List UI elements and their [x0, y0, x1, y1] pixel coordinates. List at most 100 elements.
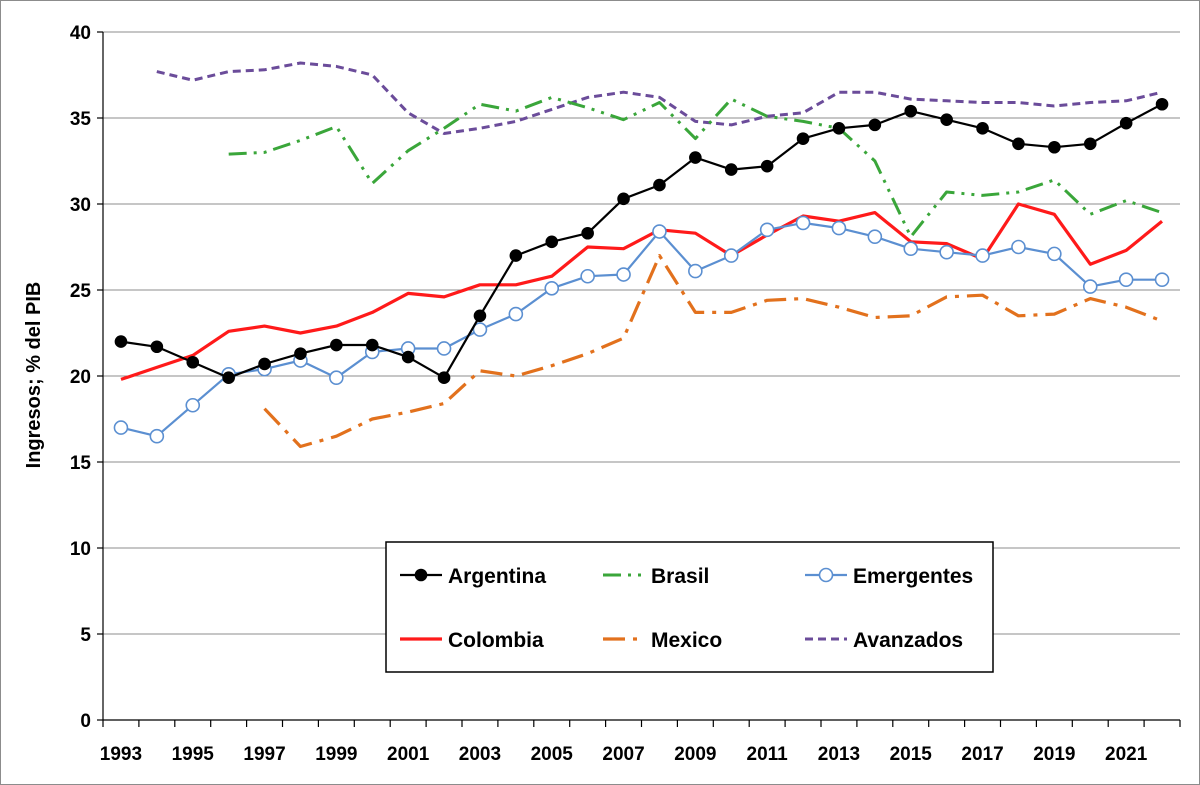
series-brasil [228, 95, 1163, 239]
data-point-emergentes [975, 248, 990, 263]
y-tick-label: 0 [80, 711, 91, 732]
series-mexico [263, 254, 1163, 449]
legend-label-avanzados: Avanzados [853, 629, 963, 652]
data-point-emergentes [688, 263, 703, 279]
data-point-emergentes [329, 370, 344, 386]
data-point-emergentes [1118, 272, 1134, 287]
y-tick-labels: 0 5 10 15 20 25 30 35 40 [70, 23, 92, 732]
legend-label-brasil: Brasil [651, 565, 709, 588]
data-point-argentina [796, 132, 810, 145]
data-point-emergentes [544, 280, 560, 296]
x-tick-label: 2015 [890, 744, 933, 765]
data-point-emergentes [1047, 246, 1062, 262]
data-point-argentina [1083, 137, 1097, 151]
data-point-argentina [724, 163, 738, 176]
legend-item-mexico: Mexico [603, 629, 722, 652]
data-point-argentina [150, 340, 164, 354]
x-tick-labels: 1993 1995 1997 1999 2001 2003 2005 2007 2009 2011… [100, 744, 1148, 765]
data-point-argentina [1155, 97, 1169, 111]
legend-item-emergentes: Emergentes [805, 565, 973, 588]
data-point-argentina [437, 371, 451, 385]
data-point-argentina [509, 249, 523, 262]
data-point-argentina [581, 226, 594, 240]
series-argentina [114, 97, 1169, 385]
data-point-argentina [904, 104, 918, 118]
x-tick-label: 2001 [387, 744, 430, 765]
x-tick-label: 2021 [1105, 744, 1148, 765]
x-tick-label: 2011 [747, 744, 789, 765]
data-point-emergentes [1154, 272, 1170, 287]
data-point-argentina [114, 335, 128, 348]
data-point-argentina [832, 122, 846, 135]
x-tick-label: 2007 [602, 744, 644, 765]
legend-box [385, 541, 994, 673]
y-axis-title: Ingresos; % del PIB [23, 282, 45, 469]
legend-label-colombia: Colombia [448, 629, 544, 652]
data-point-emergentes [867, 229, 883, 244]
data-point-argentina [940, 113, 953, 127]
data-point-argentina [653, 178, 666, 192]
legend-marker-emergentes [818, 567, 834, 583]
legend-item-brasil: Brasil [603, 565, 709, 588]
x-tick-label: 2017 [961, 744, 1003, 765]
series-line-avanzados [156, 61, 1163, 135]
y-tick-label: 35 [70, 109, 92, 130]
data-point-argentina [1048, 140, 1061, 154]
y-tick-label: 15 [70, 453, 92, 474]
x-tick-label: 2009 [674, 744, 716, 765]
data-point-emergentes [149, 428, 165, 444]
data-point-argentina [1119, 116, 1133, 130]
x-tick-label: 2003 [459, 744, 501, 765]
data-point-emergentes [580, 268, 595, 284]
y-tick-label: 30 [70, 195, 91, 216]
data-point-argentina [868, 118, 882, 132]
y-tick-label: 25 [70, 281, 92, 302]
data-point-argentina [222, 371, 235, 385]
data-point-emergentes [508, 306, 524, 322]
series-colombia [120, 202, 1164, 381]
series-line-mexico [263, 254, 1163, 449]
data-point-emergentes [759, 222, 775, 238]
data-point-argentina [689, 151, 702, 164]
data-point-emergentes [113, 420, 129, 435]
data-point-argentina [258, 357, 271, 371]
x-tick-label: 1993 [100, 744, 142, 765]
x-tick-label: 1999 [315, 744, 357, 765]
data-point-emergentes [723, 248, 739, 263]
data-point-argentina [760, 159, 774, 173]
data-point-emergentes [1011, 239, 1026, 255]
data-point-emergentes [939, 244, 954, 260]
x-tick-label: 2013 [818, 744, 860, 765]
data-point-argentina [617, 192, 630, 206]
legend-label-mexico: Mexico [651, 629, 722, 652]
data-point-emergentes [795, 215, 811, 231]
x-tick-label: 2005 [531, 744, 574, 765]
y-tick-label: 20 [70, 367, 91, 388]
data-point-argentina [401, 350, 415, 364]
x-tick-label: 1997 [243, 744, 285, 765]
data-point-argentina [545, 235, 559, 249]
legend-item-colombia: Colombia [400, 629, 544, 652]
series-avanzados [156, 61, 1163, 135]
data-point-emergentes [831, 220, 847, 236]
data-point-argentina [473, 309, 487, 323]
data-point-argentina [186, 355, 200, 369]
data-point-emergentes [436, 341, 452, 356]
y-tick-label: 40 [70, 23, 91, 44]
data-point-argentina [976, 122, 989, 135]
legend-label-emergentes: Emergentes [853, 565, 973, 588]
data-point-emergentes [616, 267, 631, 282]
y-tick-label: 10 [70, 539, 91, 560]
legend-label-argentina: Argentina [448, 565, 546, 588]
data-point-argentina [365, 338, 379, 352]
data-point-emergentes [185, 397, 201, 413]
series-line-colombia [120, 202, 1164, 381]
data-point-argentina [330, 338, 343, 352]
series-layer [113, 61, 1170, 449]
data-point-argentina [1012, 137, 1025, 151]
data-point-emergentes [472, 322, 488, 337]
x-tick-label: 1995 [172, 744, 215, 765]
legend-item-argentina: Argentina [400, 565, 546, 588]
legend: Argentina Brasil Emergentes Colombia Mexico A… [385, 541, 994, 673]
